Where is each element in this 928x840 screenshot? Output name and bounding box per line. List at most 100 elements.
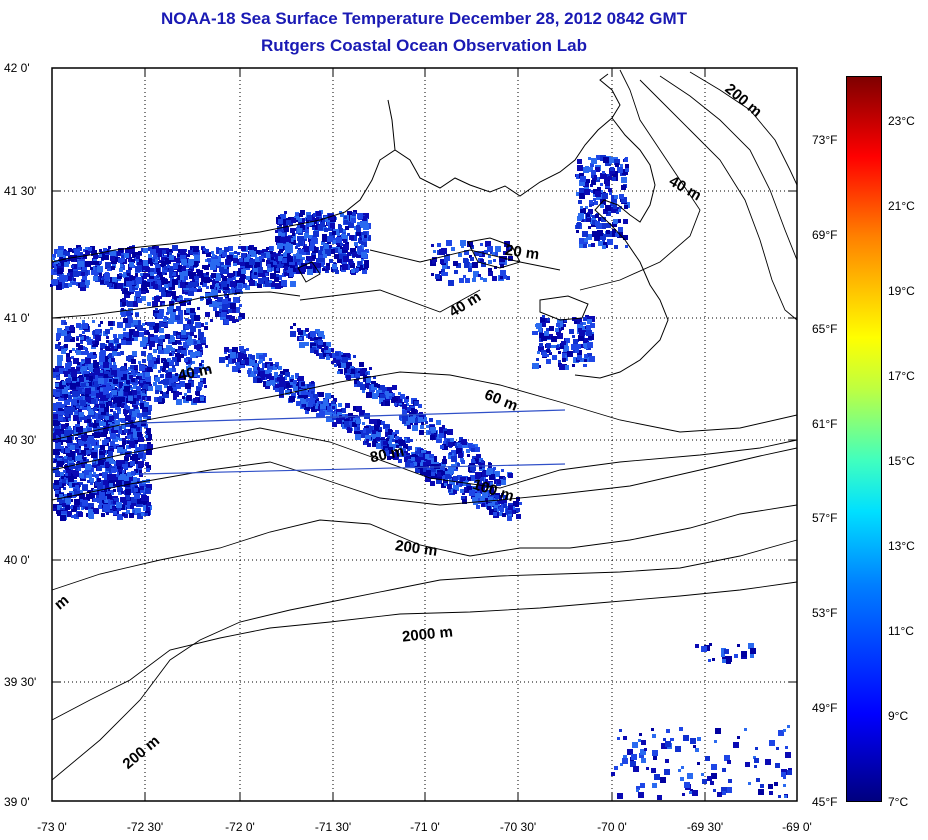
sst-pixel	[66, 386, 69, 389]
sst-pixel	[194, 373, 198, 377]
sst-pixel	[215, 283, 219, 287]
sst-pixel	[82, 471, 85, 474]
sst-pixel	[86, 459, 89, 462]
sst-pixel	[475, 474, 480, 479]
sst-pixel	[547, 347, 550, 350]
sst-pixel	[61, 449, 65, 453]
sst-pixel	[639, 733, 642, 736]
sst-pixel	[326, 266, 330, 270]
sst-pixel	[149, 341, 155, 347]
sst-pixel	[137, 513, 143, 519]
sst-pixel	[240, 260, 246, 266]
sst-pixel	[127, 435, 131, 439]
sst-pixel	[256, 250, 260, 254]
sst-pixel	[431, 244, 434, 247]
sst-pixel	[588, 167, 593, 172]
sst-pixel	[74, 249, 80, 255]
sst-pixel	[154, 296, 160, 302]
sst-pixel	[783, 776, 786, 779]
sst-pixel	[137, 391, 140, 394]
sst-pixel	[781, 772, 786, 777]
sst-pixel	[116, 460, 122, 466]
sst-pixel	[546, 349, 550, 353]
sst-pixel	[380, 394, 385, 399]
sst-pixel	[204, 273, 209, 278]
sst-pixel	[681, 766, 684, 769]
sst-pixel	[536, 323, 542, 329]
sst-pixel	[356, 254, 360, 258]
sst-pixel	[62, 479, 66, 483]
sst-pixel	[85, 396, 91, 402]
sst-pixel	[317, 344, 322, 349]
sst-pixel	[61, 320, 66, 325]
sst-pixel	[412, 411, 416, 415]
sst-pixel	[110, 490, 113, 493]
sst-pixel	[162, 250, 166, 254]
sst-pixel	[721, 787, 727, 793]
sst-pixel	[446, 439, 450, 443]
sst-pixel	[213, 307, 217, 311]
sst-pixel	[57, 505, 62, 510]
sst-pixel	[248, 246, 252, 250]
sst-pixel	[163, 362, 169, 368]
sst-pixel	[61, 476, 64, 479]
sst-pixel	[678, 769, 681, 772]
sst-pixel	[121, 491, 124, 494]
sst-pixel	[138, 361, 141, 364]
sst-pixel	[333, 398, 337, 402]
sst-pixel	[132, 351, 137, 356]
sst-pixel	[135, 273, 138, 276]
sst-pixel	[105, 500, 108, 503]
sst-pixel	[419, 430, 424, 435]
sst-pixel	[695, 748, 699, 752]
sst-pixel	[77, 362, 80, 365]
sst-pixel	[584, 238, 588, 242]
sst-pixel	[227, 255, 233, 261]
sst-pixel	[336, 237, 342, 243]
sst-pixel	[232, 359, 236, 363]
sst-pixel	[209, 304, 212, 307]
sst-pixel	[97, 478, 101, 482]
sst-pixel	[265, 281, 271, 287]
sst-pixel	[187, 335, 192, 340]
sst-pixel	[467, 241, 473, 247]
sst-pixel	[85, 507, 88, 510]
sst-pixel	[159, 260, 162, 263]
sst-pixel	[197, 289, 200, 292]
sst-pixel	[722, 659, 726, 663]
sst-pixel	[139, 470, 142, 473]
sst-pixel	[426, 470, 431, 475]
sst-pixel	[227, 274, 230, 277]
sst-pixel	[120, 397, 125, 402]
celsius-label: 11°C	[888, 624, 914, 638]
sst-pixel	[311, 381, 314, 384]
sst-pixel	[97, 445, 100, 448]
sst-pixel	[238, 370, 241, 373]
sst-pixel	[493, 467, 496, 470]
sst-pixel	[212, 303, 216, 307]
sst-pixel	[149, 347, 152, 350]
sst-pixel	[705, 756, 710, 761]
sst-pixel	[110, 256, 115, 261]
lat-label: 39 0'	[4, 795, 30, 809]
sst-pixel	[82, 363, 85, 366]
sst-pixel	[90, 390, 96, 396]
sst-pixel	[702, 779, 707, 784]
sst-pixel	[413, 462, 417, 466]
sst-pixel	[675, 746, 681, 752]
sst-pixel	[53, 263, 56, 266]
sst-pixel	[53, 433, 57, 437]
sst-pixel	[124, 456, 129, 461]
sst-pixel	[402, 420, 406, 424]
sst-pixel	[56, 333, 61, 338]
sst-pixel	[302, 404, 305, 407]
contour-shelf-ne	[639, 79, 798, 321]
sst-pixel	[444, 255, 450, 261]
sst-pixel	[508, 505, 513, 510]
sst-pixel	[158, 346, 162, 350]
sst-pixel	[290, 382, 293, 385]
sst-pixel	[257, 372, 262, 377]
sst-pixel	[73, 358, 79, 364]
sst-pixel	[125, 322, 131, 328]
sst-pixel	[395, 398, 398, 401]
